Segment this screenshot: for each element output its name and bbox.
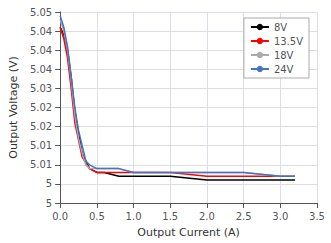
svg-text:5.04: 5.04: [30, 45, 52, 56]
svg-text:2.5: 2.5: [236, 211, 252, 222]
svg-text:3.5: 3.5: [309, 211, 325, 222]
svg-text:1.5: 1.5: [162, 211, 178, 222]
svg-text:Output Current (A): Output Current (A): [137, 226, 240, 239]
svg-text:2.0: 2.0: [199, 211, 215, 222]
svg-text:24V: 24V: [274, 64, 294, 75]
svg-text:Output Voltage (V): Output Voltage (V): [7, 56, 20, 159]
svg-text:5.01: 5.01: [30, 159, 52, 170]
svg-text:0.0: 0.0: [52, 211, 68, 222]
svg-text:5.02: 5.02: [30, 121, 52, 132]
svg-text:0.5: 0.5: [89, 211, 105, 222]
svg-text:13.5V: 13.5V: [274, 36, 303, 47]
svg-text:5.04: 5.04: [30, 26, 52, 37]
svg-text:1.0: 1.0: [126, 211, 142, 222]
svg-text:5.03: 5.03: [30, 83, 52, 94]
svg-text:3.0: 3.0: [272, 211, 288, 222]
svg-text:5.02: 5.02: [30, 102, 52, 113]
svg-text:5.05: 5.05: [30, 7, 52, 18]
svg-text:5: 5: [46, 178, 52, 189]
svg-text:5.01: 5.01: [30, 140, 52, 151]
svg-text:8V: 8V: [274, 22, 287, 33]
svg-text:18V: 18V: [274, 50, 294, 61]
svg-text:5: 5: [46, 198, 52, 209]
svg-text:5.04: 5.04: [30, 64, 52, 75]
